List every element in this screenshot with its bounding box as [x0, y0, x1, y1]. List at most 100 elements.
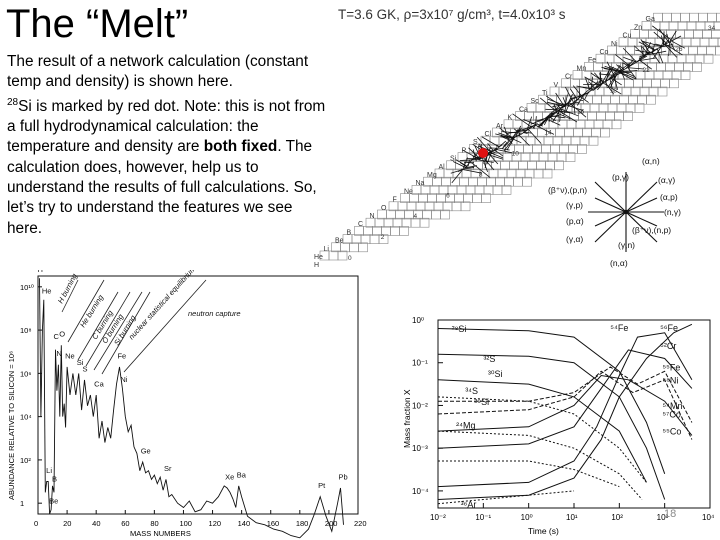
network-cell: [513, 176, 523, 187]
network-cell: [674, 62, 684, 72]
abundance-y-tick: 10²: [20, 456, 31, 465]
peak-label: Xe: [225, 473, 234, 482]
network-cell: [561, 135, 572, 146]
flow-line: [604, 65, 621, 73]
abundance-x-tick: 0: [34, 519, 38, 528]
flow-line: [494, 149, 503, 157]
flow-line: [609, 78, 613, 89]
network-cell: [419, 217, 430, 228]
network-cell: [584, 119, 595, 130]
abundance-x-tick: 180: [296, 519, 309, 528]
mass-fraction-curve: [438, 366, 693, 423]
network-cell: [707, 12, 717, 23]
flow-line: [503, 137, 515, 152]
flow-line: [585, 82, 604, 95]
network-header: T=3.6 GK, ρ=3x10⁷ g/cm³, t=4.0x10³ s: [338, 7, 566, 22]
network-cell: [568, 144, 578, 154]
curve-label: ⁵⁶Fe: [660, 323, 678, 333]
network-cell: [616, 103, 627, 113]
network-cell: [639, 86, 650, 97]
network-cell: [378, 234, 389, 244]
slide-paragraph: The result of a network calculation (con…: [7, 52, 329, 239]
network-cell: [570, 135, 581, 146]
flow-line: [472, 149, 477, 162]
abundance-curve: [39, 278, 344, 539]
peak-label: Fe: [117, 351, 126, 360]
network-cell: [337, 250, 348, 261]
element-label: B: [347, 229, 352, 236]
element-label: Cu: [623, 33, 632, 40]
element-label: Zn: [634, 24, 642, 31]
flow-line: [515, 125, 522, 137]
neutron-number: 18: [610, 88, 618, 95]
neutron-number: 26: [675, 46, 683, 53]
abundance-x-tick: 200: [325, 519, 338, 528]
peak-label: He: [42, 286, 52, 295]
element-label: V: [554, 82, 559, 89]
flow-line: [635, 49, 652, 54]
mass-fraction-x-tick: 10⁻¹: [475, 513, 491, 522]
abundance-plot-frame: [37, 275, 359, 515]
flow-line: [601, 66, 621, 73]
network-cell: [418, 193, 428, 203]
curve-label: ³⁶Ar: [461, 499, 477, 509]
network-cell: [555, 127, 565, 138]
network-cell: [477, 176, 487, 187]
network-cell: [657, 86, 668, 97]
flow-line: [498, 140, 507, 148]
network-cell: [591, 127, 601, 138]
legend-gamma-p: (γ,p): [566, 200, 583, 210]
element-label: Be: [335, 238, 344, 245]
flow-line: [660, 43, 673, 48]
flow-line: [523, 131, 532, 134]
network-cell: [711, 29, 720, 39]
network-cell: [575, 119, 586, 130]
network-cell: [621, 86, 632, 97]
mass-fraction-y-tick: 10⁻¹: [412, 359, 428, 368]
abundance-y-tick: 10¹⁰: [20, 283, 34, 292]
network-cell: [532, 144, 542, 154]
neutron-number: 4: [413, 213, 417, 220]
network-cell: [564, 127, 574, 138]
abundance-x-tick: 60: [121, 519, 129, 528]
flow-line: [638, 48, 658, 60]
network-cell: [671, 12, 681, 23]
flow-line: [613, 75, 618, 90]
mass-fraction-curve: [437, 374, 693, 436]
network-cell: [692, 62, 702, 72]
mass-fraction-x-tick: 10⁰: [521, 513, 533, 522]
flow-line: [455, 159, 468, 167]
legend-n-alpha: (n,α): [610, 258, 628, 268]
flow-line: [565, 86, 574, 102]
network-cell: [686, 21, 697, 31]
flow-line: [622, 70, 635, 77]
flow-line: [569, 102, 587, 118]
network-cell: [533, 168, 544, 179]
flow-line: [536, 123, 543, 127]
flow-line: [619, 72, 634, 81]
network-cell: [504, 176, 514, 187]
curve-label: ⁵⁵Co: [662, 427, 681, 437]
peak-label: S: [83, 364, 88, 373]
network-cell: [501, 185, 512, 195]
flow-line: [553, 104, 558, 112]
curve-label: ³²S: [483, 354, 495, 364]
flow-line: [532, 123, 538, 129]
mass-fraction-curve: [438, 460, 620, 488]
neutron-number: 16: [577, 109, 585, 116]
abundance-x-tick: 140: [238, 519, 251, 528]
network-cell: [399, 226, 409, 236]
network-cell: [545, 160, 555, 171]
flow-line: [487, 142, 494, 151]
network-cell: [427, 193, 437, 203]
legend-alpha-gamma: (α,γ): [658, 175, 675, 185]
network-cell: [415, 201, 426, 212]
paragraph-part1: The result of a network calculation (con…: [7, 53, 309, 91]
network-cell: [500, 160, 510, 171]
network-cell: [697, 45, 707, 56]
network-cell: [383, 217, 394, 228]
neutron-number: 0: [348, 255, 352, 262]
mass-fraction-x-tick: 10²: [611, 513, 623, 522]
network-cell: [577, 144, 587, 154]
